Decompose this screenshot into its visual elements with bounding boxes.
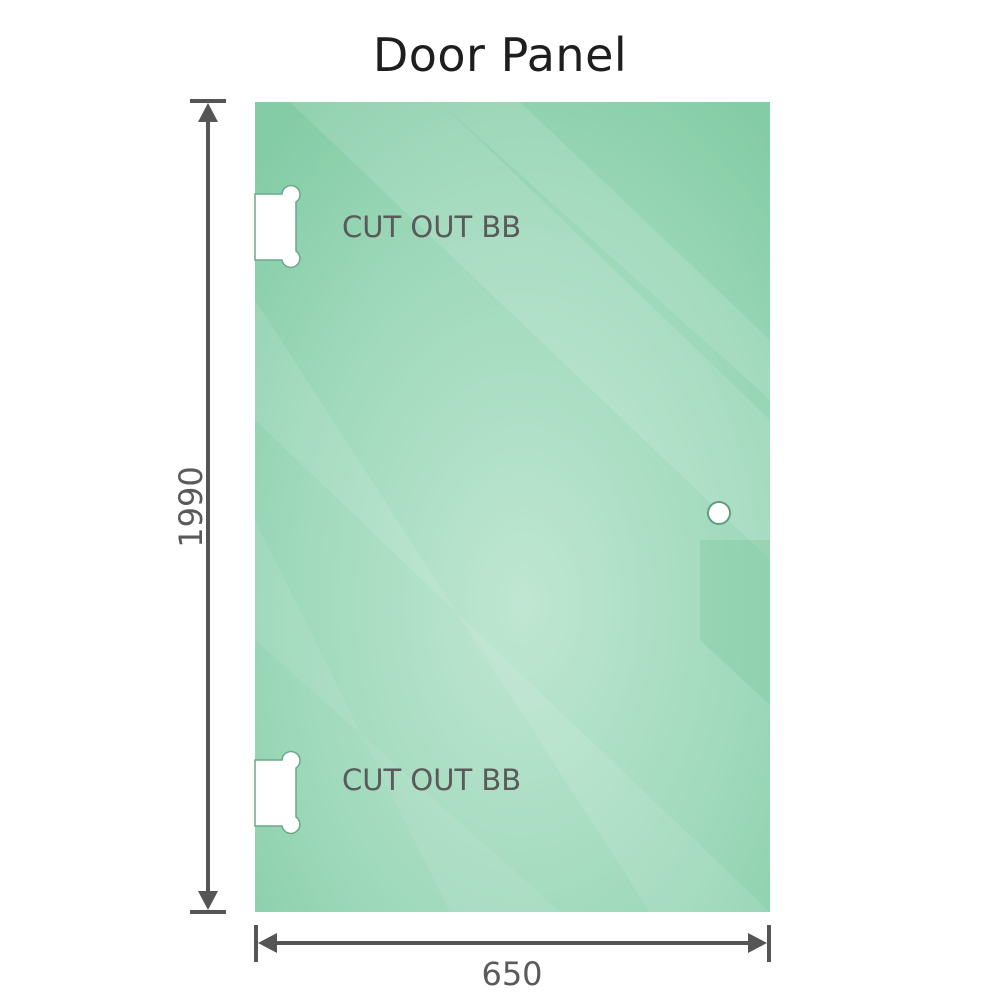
glass-reflection [440,102,770,400]
cutout-bottom [254,750,301,835]
height-label: 1990 [172,466,210,547]
height-dimension-line [190,99,226,914]
cutout-label-top: CUT OUT BB [342,210,521,244]
width-label: 650 [481,955,542,993]
cutout-top [254,184,301,269]
diagram-title: Door Panel [372,28,628,82]
cutout-label-bottom: CUT OUT BB [342,763,521,797]
glass-panel [254,102,770,912]
handle-hole [707,501,731,525]
width-dimension-line [254,925,771,962]
glass-reflection [290,102,770,560]
glass-shade [700,540,770,705]
